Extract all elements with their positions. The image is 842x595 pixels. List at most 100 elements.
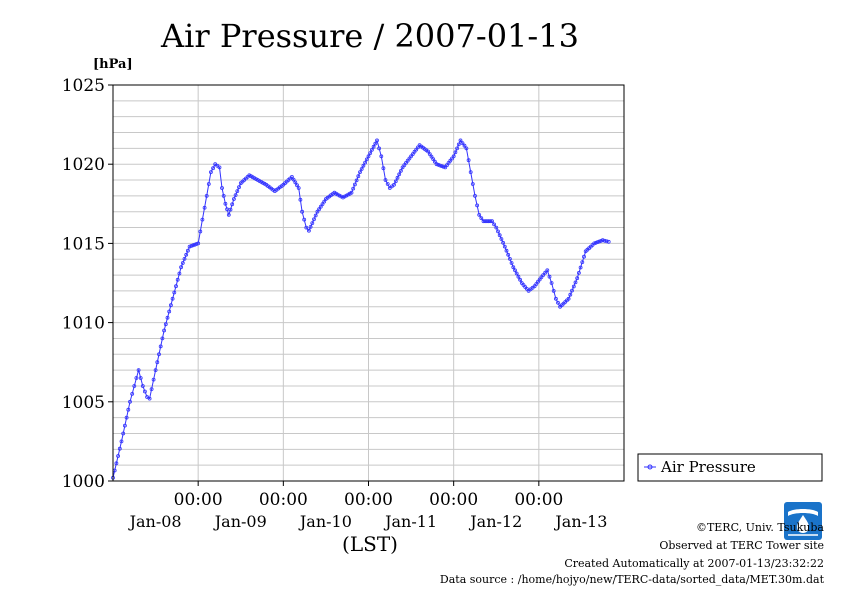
data-point [123, 423, 127, 428]
data-point [312, 217, 316, 222]
data-point [296, 186, 301, 190]
data-point [194, 242, 199, 246]
y-axis-ticks: 1000 1005 1010 1015 1020 1025 [62, 76, 113, 492]
legend: Air Pressure [637, 453, 823, 482]
data-point [479, 216, 484, 221]
data-point [220, 186, 224, 190]
data-point [477, 212, 482, 217]
data-point [228, 207, 233, 212]
data-point [458, 138, 463, 143]
data-point [381, 166, 386, 171]
footer-observed: Observed at TERC Tower site [659, 539, 824, 552]
data-point [518, 277, 522, 282]
data-point [354, 178, 359, 183]
data-point [128, 399, 132, 404]
data-point [230, 202, 235, 207]
data-point [507, 256, 512, 261]
data-point [300, 209, 305, 214]
grid-lines [113, 85, 624, 481]
data-point [306, 228, 311, 233]
legend-box [637, 453, 823, 482]
data-point [554, 296, 558, 301]
data-point [377, 146, 382, 151]
data-point [184, 252, 189, 257]
data-point [434, 162, 439, 167]
data-point [119, 439, 124, 444]
data-point [187, 244, 192, 249]
data-point [165, 315, 170, 320]
data-point [121, 431, 126, 436]
x-time-tick-label: 00:00 [344, 490, 393, 510]
x-date-label: Jan-10 [298, 512, 352, 531]
data-point [142, 389, 147, 394]
data-point [551, 288, 556, 293]
data-point [182, 256, 187, 261]
data-point [432, 159, 437, 164]
data-point [371, 144, 376, 149]
data-point [455, 146, 460, 151]
data-point [124, 415, 129, 420]
data-point [223, 201, 228, 206]
data-point [304, 225, 309, 230]
y-tick-label: 1010 [62, 314, 105, 334]
data-point [235, 189, 240, 194]
data-point [318, 204, 323, 209]
data-point [582, 254, 586, 259]
data-point [466, 158, 471, 163]
data-point [175, 277, 180, 282]
data-point [429, 154, 434, 159]
data-point [494, 225, 499, 230]
data-point [206, 182, 211, 186]
data-point [172, 290, 177, 295]
data-point [170, 296, 175, 301]
data-point [473, 193, 477, 198]
data-point [174, 284, 178, 289]
data-point [315, 209, 320, 214]
data-point [200, 217, 205, 222]
data-point [352, 182, 357, 187]
x-time-tick-label: 00:00 [514, 490, 563, 510]
data-point [291, 177, 296, 182]
data-point [393, 179, 398, 184]
data-point [153, 368, 158, 373]
data-point [147, 396, 152, 401]
data-point [395, 175, 400, 180]
data-point [308, 224, 313, 229]
data-point [322, 199, 327, 204]
data-point [577, 270, 581, 275]
data-point [573, 280, 578, 285]
data-point [208, 170, 213, 175]
y-tick-label: 1020 [62, 155, 105, 175]
x-date-label: Jan-08 [128, 512, 182, 531]
data-point [162, 328, 167, 333]
data-point [225, 207, 230, 212]
data-point [441, 164, 446, 169]
data-point [361, 163, 366, 168]
x-axis-label: (LST) [342, 532, 398, 556]
data-point [226, 212, 231, 217]
data-point [543, 270, 548, 275]
data-point [134, 376, 139, 380]
data-point [456, 142, 461, 147]
terc-logo [784, 502, 822, 540]
data-point [497, 233, 502, 238]
legend-label: Air Pressure [660, 458, 756, 476]
data-point [180, 261, 185, 265]
data-point [462, 143, 467, 148]
footer-created: Created Automatically at 2007-01-13/23:3… [564, 557, 824, 570]
data-point [356, 174, 361, 179]
x-time-tick-label: 00:00 [429, 490, 478, 510]
data-point [514, 271, 519, 276]
data-point [595, 240, 600, 245]
data-point [155, 360, 160, 365]
data-point [130, 391, 135, 396]
data-point [383, 178, 388, 182]
data-point [504, 248, 509, 253]
data-point [151, 377, 156, 382]
data-point [488, 219, 493, 224]
data-point [191, 243, 196, 248]
y-tick-label: 1025 [62, 76, 105, 96]
data-point [158, 344, 163, 349]
data-point [379, 154, 384, 159]
